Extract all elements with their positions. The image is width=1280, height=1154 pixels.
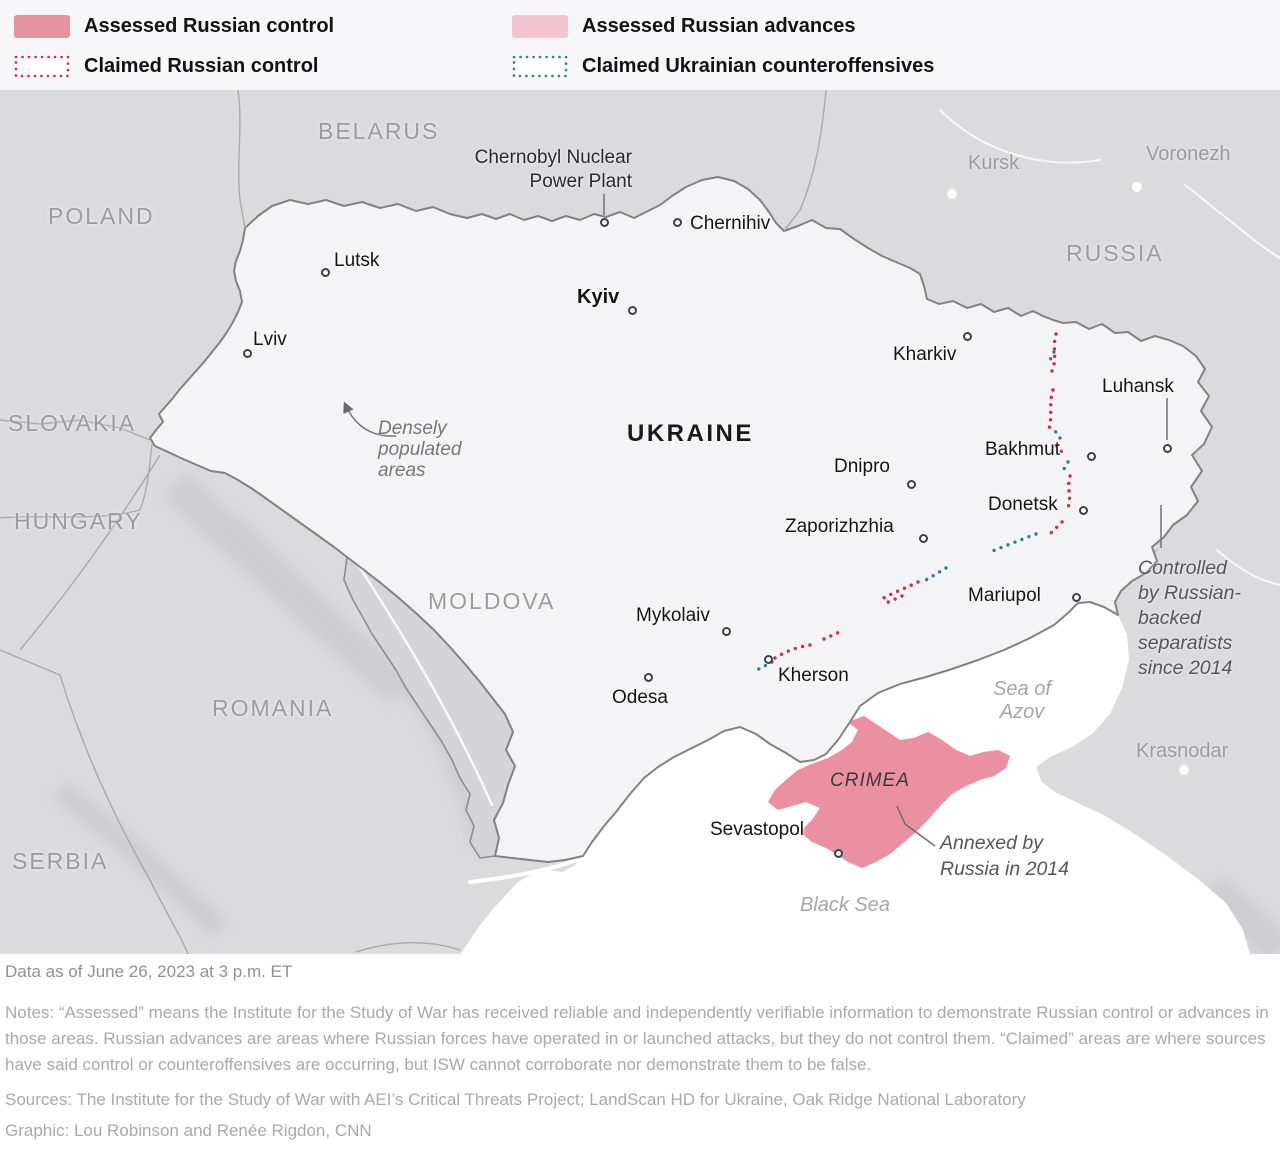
sources-text: Sources: The Institute for the Study of … <box>5 1090 1026 1109</box>
city-marker-mariupol <box>1072 593 1081 602</box>
densely-line3: areas <box>378 460 426 481</box>
city-marker-lutsk <box>321 268 330 277</box>
city-label-kherson: Kherson <box>778 665 849 686</box>
controlled-line5: since 2014 <box>1138 657 1233 679</box>
footer: Data as of June 26, 2023 at 3 p.m. ET No… <box>0 954 1280 1154</box>
city-label-odesa: Odesa <box>612 687 668 708</box>
black-sea-label: Black Sea <box>800 894 891 916</box>
city-label-mariupol: Mariupol <box>968 585 1041 606</box>
legend-label: Claimed Russian control <box>84 55 319 77</box>
city-label-chernihiv: Chernihiv <box>690 213 771 234</box>
assessed-advances-swatch <box>512 15 568 38</box>
country-label-russia: RUSSIA <box>1066 240 1164 266</box>
map-area: BELARUS POLAND SLOVAKIA HUNGARY MOLDOVA … <box>0 90 1280 954</box>
city-marker-dnipro <box>907 480 916 489</box>
city-marker-zaporizhzhia <box>919 534 928 543</box>
legend-label: Claimed Ukrainian counteroffensives <box>582 55 935 77</box>
legend-item-claimed-ukrainian: Claimed Ukrainian counteroffensives <box>512 55 934 78</box>
controlled-line3: backed <box>1138 607 1201 629</box>
city-label-bakhmut: Bakhmut <box>985 439 1060 460</box>
city-label-zaporizhzhia: Zaporizhzhia <box>785 516 894 537</box>
city-label-lutsk: Lutsk <box>334 250 380 271</box>
city-label-luhansk: Luhansk <box>1102 376 1174 397</box>
chernobyl-label: Chernobyl Nuclear Power Plant <box>437 146 632 194</box>
controlled-line2: by Russian- <box>1138 582 1241 604</box>
assessed-control-swatch <box>14 15 70 38</box>
city-label-dnipro: Dnipro <box>834 456 890 477</box>
annexed-line2: Russia in 2014 <box>940 858 1069 880</box>
country-label-moldova: MOLDOVA <box>428 588 556 614</box>
country-label-serbia: SERBIA <box>12 848 109 874</box>
annexed-line1: Annexed by <box>940 832 1043 854</box>
city-label-kursk: Kursk <box>968 152 1020 174</box>
legend-label: Assessed Russian advances <box>582 15 856 37</box>
graphic-credit: Graphic: Lou Robinson and Renée Rigdon, … <box>5 1121 372 1140</box>
legend-item-assessed-advances: Assessed Russian advances <box>512 15 856 38</box>
city-label-krasnodar: Krasnodar <box>1136 740 1229 762</box>
crimea-label: CRIMEA <box>830 770 910 791</box>
sea-of-azov-label: Sea of Azov <box>962 678 1082 724</box>
city-marker-kharkiv <box>963 332 972 341</box>
city-marker-donetsk <box>1079 506 1088 515</box>
country-label-hungary: HUNGARY <box>14 508 143 534</box>
chernobyl-marker <box>600 218 609 227</box>
separatist-annotation: Controlled by Russian- backed separatist… <box>1138 556 1241 681</box>
city-marker-kyiv <box>628 306 637 315</box>
city-marker-lviv <box>243 349 252 358</box>
claimed-russian-swatch <box>14 55 70 78</box>
city-marker-krasnodar <box>1179 765 1189 775</box>
city-marker-kursk <box>947 189 957 199</box>
country-label-romania: ROMANIA <box>212 695 334 721</box>
city-marker-sevastopol <box>834 849 843 858</box>
city-label-sevastopol: Sevastopol <box>710 819 805 840</box>
claimed-ukrainian-swatch <box>512 55 568 78</box>
controlled-line4: separatists <box>1138 632 1233 654</box>
legend-item-assessed-control: Assessed Russian control <box>14 15 334 38</box>
map-graphic <box>0 90 1280 954</box>
azov-line2: Azov <box>999 701 1045 723</box>
city-marker-odesa <box>644 673 653 682</box>
azov-line1: Sea of <box>993 678 1051 700</box>
country-label-belarus: BELARUS <box>318 118 440 144</box>
densely-line1: Densely <box>378 418 447 439</box>
city-label-mykolaiv: Mykolaiv <box>636 605 710 626</box>
city-label-donetsk: Donetsk <box>988 494 1058 515</box>
city-label-kharkiv: Kharkiv <box>893 344 957 365</box>
chernobyl-label-line2: Power Plant <box>529 171 632 192</box>
city-marker-mykolaiv <box>722 627 731 636</box>
city-marker-bakhmut <box>1087 452 1096 461</box>
legend: Assessed Russian control Assessed Russia… <box>0 0 1280 90</box>
country-label-poland: POLAND <box>48 203 155 229</box>
data-as-of: Data as of June 26, 2023 at 3 p.m. ET <box>5 962 293 981</box>
city-marker-luhansk <box>1163 444 1172 453</box>
country-label-ukraine: UKRAINE <box>627 420 754 447</box>
city-label-lviv: Lviv <box>253 329 287 350</box>
city-label-voronezh: Voronezh <box>1146 143 1231 165</box>
legend-label: Assessed Russian control <box>84 15 335 37</box>
country-label-slovakia: SLOVAKIA <box>8 410 137 436</box>
city-marker-kherson <box>764 655 773 664</box>
annexed-annotation: Annexed by Russia in 2014 <box>940 830 1069 882</box>
notes-text: Notes: “Assessed” means the Institute fo… <box>5 1003 1269 1074</box>
chernobyl-label-line1: Chernobyl Nuclear <box>474 147 632 168</box>
densely-line2: populated <box>378 439 462 460</box>
controlled-line1: Controlled <box>1138 557 1227 579</box>
city-marker-chernihiv <box>673 218 682 227</box>
city-marker-voronezh <box>1132 182 1142 192</box>
city-label-kyiv: Kyiv <box>577 286 620 308</box>
densely-populated-annotation: Densely populated areas <box>378 418 461 481</box>
legend-item-claimed-russian: Claimed Russian control <box>14 55 319 78</box>
